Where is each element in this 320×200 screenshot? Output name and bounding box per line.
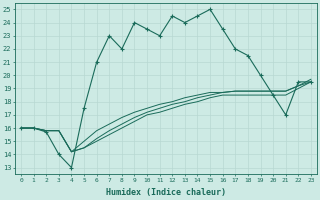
X-axis label: Humidex (Indice chaleur): Humidex (Indice chaleur) (106, 188, 226, 197)
